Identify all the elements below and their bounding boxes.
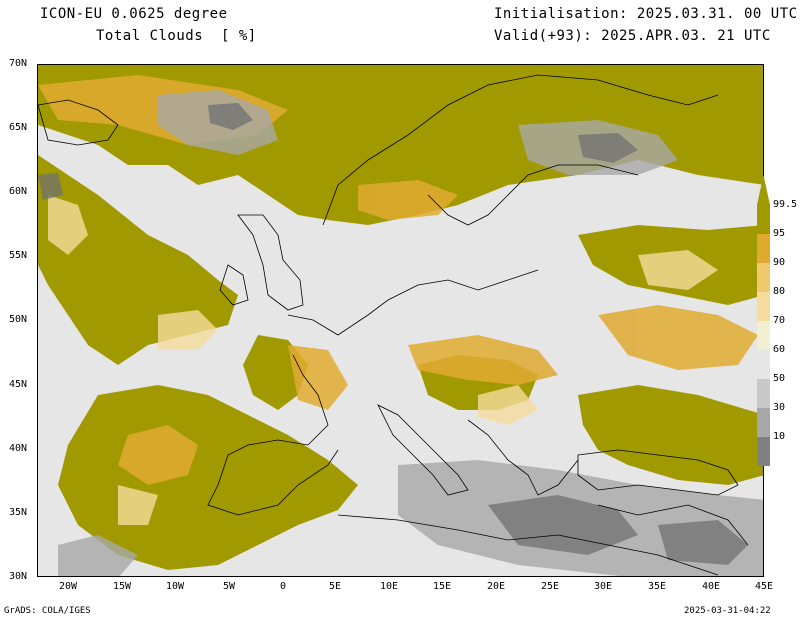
colorbar-label: 70 (773, 315, 786, 326)
lon-label: 10E (380, 581, 399, 592)
colorbar-swatch (757, 292, 770, 321)
colorbar-label: 95 (773, 228, 786, 239)
lon-label: 20W (59, 581, 78, 592)
cloud-map (37, 64, 764, 577)
lon-label: 5E (329, 581, 342, 592)
colorbar-swatch (757, 205, 770, 234)
lon-label: 45E (755, 581, 774, 592)
lon-label: 10W (166, 581, 185, 592)
footer-credit: GrADS: COLA/IGES (4, 606, 91, 616)
lat-label: 40N (9, 443, 28, 454)
lon-label: 5W (223, 581, 236, 592)
lat-label: 70N (9, 58, 28, 69)
lon-label: 20E (487, 581, 506, 592)
colorbar-swatch (757, 350, 770, 379)
lon-label: 30E (594, 581, 613, 592)
footer-timestamp: 2025-03-31-04:22 (684, 606, 771, 616)
colorbar-swatch (757, 408, 770, 437)
lon-label: 40E (702, 581, 721, 592)
lon-label: 25E (541, 581, 560, 592)
colorbar-label: 80 (773, 286, 786, 297)
colorbar-label: 90 (773, 257, 786, 268)
colorbar-label: 99.5 (773, 199, 798, 210)
lon-label: 35E (648, 581, 667, 592)
lon-label: 15E (433, 581, 452, 592)
cloud-field (38, 65, 763, 576)
lat-label: 65N (9, 122, 28, 133)
colorbar-swatch (757, 263, 770, 292)
init-time: Initialisation: 2025.03.31. 00 UTC (494, 6, 798, 22)
lat-label: 60N (9, 186, 28, 197)
lat-label: 30N (9, 571, 28, 582)
lon-label: 15W (113, 581, 132, 592)
lon-label: 0 (280, 581, 287, 592)
colorbar-swatch (757, 437, 770, 466)
colorbar-label: 60 (773, 344, 786, 355)
lat-label: 50N (9, 314, 28, 325)
colorbar-swatch (757, 379, 770, 408)
colorbar-swatch (757, 234, 770, 263)
colorbar-label: 50 (773, 373, 786, 384)
valid-time: Valid(+93): 2025.APR.03. 21 UTC (494, 28, 771, 44)
colorbar-arrow (757, 175, 770, 205)
lat-label: 35N (9, 507, 28, 518)
lat-label: 55N (9, 250, 28, 261)
lat-label: 45N (9, 379, 28, 390)
colorbar-label: 10 (773, 431, 786, 442)
model-title: ICON-EU 0.0625 degree (40, 6, 228, 22)
field-title: Total Clouds [ %] (96, 28, 257, 44)
colorbar-swatch (757, 321, 770, 350)
colorbar-label: 30 (773, 402, 786, 413)
